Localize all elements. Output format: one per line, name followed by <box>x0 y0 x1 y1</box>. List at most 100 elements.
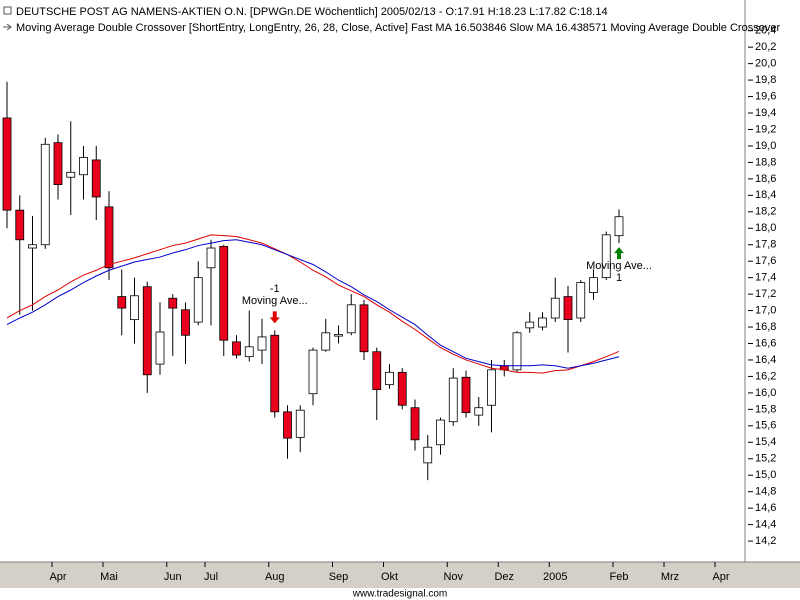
x-tick-label: Sep <box>329 571 349 583</box>
y-tick-label: 17,0 <box>755 304 776 316</box>
candle-body <box>512 332 522 371</box>
candle-body <box>487 369 496 406</box>
x-tick-label: Mai <box>100 571 118 583</box>
candle-body <box>474 407 484 416</box>
candle-body <box>525 321 535 329</box>
candle-body <box>359 304 369 353</box>
candle-body <box>589 277 598 293</box>
x-axis-band <box>0 562 800 588</box>
chart-title: DEUTSCHE POST AG NAMENS-AKTIEN O.N. [DPW… <box>16 6 608 18</box>
title-icon <box>3 6 12 15</box>
y-tick-label: 16,6 <box>755 337 776 349</box>
x-tick-label: Jul <box>204 571 218 583</box>
y-tick-label: 14,8 <box>755 486 776 498</box>
candle-body <box>614 216 624 237</box>
candle-body <box>257 336 267 351</box>
candle-body <box>538 317 547 328</box>
x-tick-label: Okt <box>381 571 398 583</box>
candle-body <box>117 296 127 309</box>
y-tick-label: 20,0 <box>755 58 776 70</box>
y-tick-label: 19,8 <box>755 74 776 86</box>
x-tick-label: Mrz <box>661 571 679 583</box>
y-tick-label: 19,6 <box>755 90 776 102</box>
candle-body <box>550 297 560 319</box>
candle-body <box>321 332 331 351</box>
candle-body <box>563 296 573 321</box>
y-tick-label: 14,6 <box>755 502 776 514</box>
x-tick-label: Aug <box>265 571 285 583</box>
candle-body <box>28 244 37 249</box>
candle-body <box>53 142 63 186</box>
signal-arrow <box>269 311 280 324</box>
y-tick-label: 18,0 <box>755 222 776 234</box>
y-tick-label: 15,2 <box>755 453 776 465</box>
y-tick-label: 15,8 <box>755 403 776 415</box>
candle-body <box>2 117 12 211</box>
x-tick-label: Apr <box>49 571 66 583</box>
candle-body <box>461 376 471 414</box>
y-tick-label: 19,4 <box>755 107 776 119</box>
candle-body <box>181 309 190 336</box>
candle-body <box>410 407 420 441</box>
candle-body <box>193 277 203 323</box>
candle-body <box>155 331 165 365</box>
chart-subtitle: Moving Average Double Crossover [ShortEn… <box>16 22 780 34</box>
ma-line <box>6 239 620 369</box>
x-tick-label: Apr <box>712 571 729 583</box>
y-tick-label: 16,2 <box>755 370 776 382</box>
candle-body <box>219 245 229 341</box>
candle-body <box>334 334 343 337</box>
x-tick-label: 2005 <box>543 571 567 583</box>
y-tick-label: 17,6 <box>755 255 776 267</box>
candle-body <box>91 159 101 198</box>
signal-label: Moving Ave... <box>586 260 652 272</box>
signal-arrow <box>614 247 624 260</box>
y-tick-label: 20,4 <box>755 25 776 37</box>
candle-body <box>15 209 25 241</box>
y-tick-label: 19,0 <box>755 140 776 152</box>
signal-quantity: -1 <box>270 283 280 295</box>
y-tick-label: 17,8 <box>755 239 776 251</box>
y-tick-label: 18,6 <box>755 173 776 185</box>
candle-body <box>372 351 382 391</box>
y-tick-label: 15,4 <box>755 436 776 448</box>
ma-line <box>6 234 620 374</box>
y-tick-label: 18,4 <box>755 189 776 201</box>
y-tick-label: 20,2 <box>755 41 776 53</box>
candle-body <box>270 334 280 413</box>
y-tick-label: 16,4 <box>755 354 776 366</box>
candle-body <box>283 411 292 439</box>
candle-body <box>397 371 407 406</box>
candle-body <box>104 206 114 269</box>
candle-body <box>66 171 76 178</box>
subtitle-icon <box>3 23 12 31</box>
candle-body <box>206 247 216 269</box>
footer: www.tradesignal.com <box>352 589 447 600</box>
candle-body <box>142 286 152 376</box>
y-tick-label: 14,2 <box>755 535 776 547</box>
x-tick-label: Jun <box>164 571 182 583</box>
candle-body <box>423 446 433 464</box>
candle-body <box>308 349 318 395</box>
x-tick-label: Feb <box>610 571 629 583</box>
candle-body <box>168 297 178 309</box>
y-tick-label: 16,8 <box>755 321 776 333</box>
candle-body <box>385 371 394 386</box>
signal-quantity: 1 <box>616 272 622 284</box>
y-tick-label: 18,2 <box>755 206 776 218</box>
y-tick-label: 17,2 <box>755 288 776 300</box>
candle-body <box>448 377 458 423</box>
candle-body <box>244 346 254 358</box>
y-tick-label: 15,6 <box>755 420 776 432</box>
candle-body <box>40 143 50 246</box>
candle-body <box>601 234 611 279</box>
candle-body <box>346 304 356 334</box>
signal-label: Moving Ave... <box>242 295 308 307</box>
candle-body <box>130 295 139 321</box>
y-tick-label: 19,2 <box>755 123 776 135</box>
candle-body <box>79 157 88 176</box>
candle-body <box>232 341 241 356</box>
x-tick-label: Nov <box>443 571 463 583</box>
